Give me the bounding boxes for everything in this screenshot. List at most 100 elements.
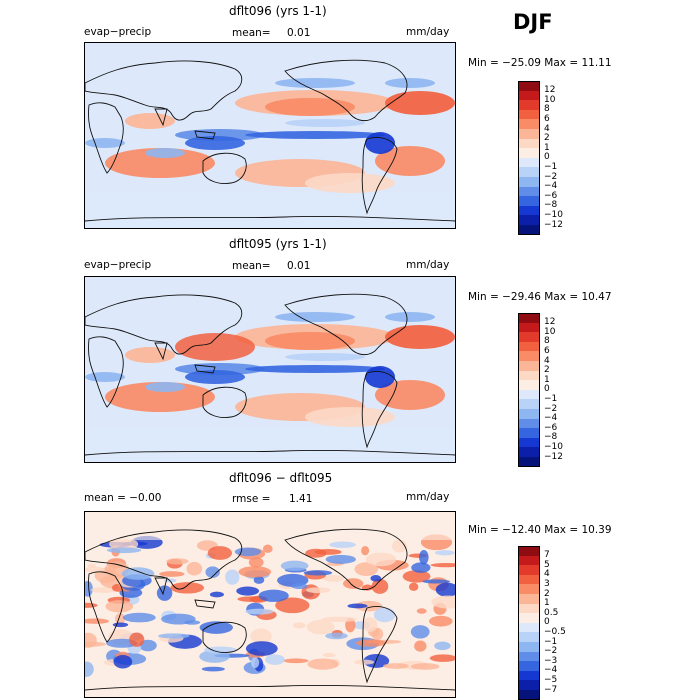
colorbar-swatch xyxy=(518,167,540,177)
coastline xyxy=(85,450,455,456)
coastline xyxy=(85,529,243,590)
colorbar-swatch xyxy=(518,399,540,409)
colorbar-tick-label: −7 xyxy=(544,684,558,695)
colorbar-tick-label: −4 xyxy=(544,413,558,424)
panel-2-units: mm/day xyxy=(406,259,450,271)
colorbar-tick-label: 12 xyxy=(544,85,556,96)
colorbar-swatch xyxy=(518,437,540,448)
panel-1-map xyxy=(84,42,456,229)
colorbar-tick-label: 3 xyxy=(544,578,550,589)
panel-1-title: dflt096 (yrs 1-1) xyxy=(229,4,327,18)
colorbar-swatch xyxy=(518,603,540,614)
colorbar-tick-label: 4 xyxy=(544,355,550,366)
colorbar-tick-label: 4 xyxy=(544,569,550,580)
coastline xyxy=(88,336,124,408)
colorbar-swatch xyxy=(518,555,540,566)
colorbar-tick-label: 0 xyxy=(544,384,550,395)
colorbar-swatch xyxy=(518,313,540,323)
colorbar-tick-label: −1 xyxy=(544,161,558,172)
panel-3-map xyxy=(84,511,456,698)
coastline xyxy=(284,293,408,356)
colorbar-swatch xyxy=(518,361,540,371)
colorbar-tick-label: −12 xyxy=(544,219,563,230)
colorbar-swatch xyxy=(518,428,540,438)
colorbar-tick-label: −6 xyxy=(544,422,558,433)
colorbar-swatch xyxy=(518,690,540,700)
coastline xyxy=(194,130,216,140)
colorbar-tick-label: −8 xyxy=(544,432,558,443)
colorbar-tick-label: 6 xyxy=(544,345,550,356)
colorbar-swatch xyxy=(518,670,540,681)
colorbar-swatch xyxy=(518,418,540,429)
coastline xyxy=(88,571,124,643)
colorbar-tick-label: 5 xyxy=(544,559,550,570)
colorbar-swatch xyxy=(518,215,540,225)
colorbar-tick-label: 7 xyxy=(544,550,550,561)
coastline xyxy=(154,108,168,127)
colorbar-tick-label: 2 xyxy=(544,365,550,376)
field-map-canvas xyxy=(85,277,455,462)
panel-3-units: mm/day xyxy=(406,491,450,503)
colorbar-tick-label: 8 xyxy=(544,336,550,347)
panel-1-mean-label: mean= xyxy=(232,27,271,39)
colorbar-tick-label: 8 xyxy=(544,104,550,115)
colorbar-swatch xyxy=(518,186,540,197)
colorbar-tick-label: −6 xyxy=(544,190,558,201)
panel-3-minmax: Min = −12.40 Max = 10.39 xyxy=(468,524,612,536)
coastline xyxy=(154,577,168,596)
coastline xyxy=(154,342,168,361)
coastline xyxy=(284,528,408,591)
panel-1-minmax: Min = −25.09 Max = 11.11 xyxy=(468,57,612,69)
panel-3-rmse-label: rmse = xyxy=(232,493,271,505)
colorbar-tick-label: −2 xyxy=(544,171,558,182)
coastline xyxy=(88,102,124,174)
panel-2-minmax: Min = −29.46 Max = 10.47 xyxy=(468,291,612,303)
colorbar-tick-label: −2 xyxy=(544,403,558,414)
coastline xyxy=(202,386,247,418)
colorbar-swatch xyxy=(518,613,540,623)
colorbar-tick-label: 2 xyxy=(544,588,550,599)
panel-2-mean-value: 0.01 xyxy=(287,260,311,272)
panel-3-rmse-value: 1.41 xyxy=(289,493,313,505)
colorbar-tick-label: −10 xyxy=(544,441,563,452)
panel-3-title: dflt096 − dflt095 xyxy=(229,471,333,485)
colorbar-swatch xyxy=(518,642,540,652)
coastline xyxy=(361,606,398,684)
colorbar-swatch xyxy=(518,409,540,419)
colorbar-tick-label: −2 xyxy=(544,646,558,657)
colorbar-swatch xyxy=(518,584,540,594)
colorbar-tick-label: −8 xyxy=(544,200,558,211)
colorbar-tick-label: 1 xyxy=(544,598,550,609)
colorbar-swatch xyxy=(518,447,540,457)
colorbar-swatch xyxy=(518,341,540,352)
colorbar-tick-label: 0.5 xyxy=(544,607,559,618)
field-map-canvas xyxy=(85,512,455,697)
colorbar-swatch xyxy=(518,546,540,556)
colorbar-swatch xyxy=(518,661,540,671)
coastline xyxy=(85,685,455,691)
colorbar-tick-label: −4 xyxy=(544,665,558,676)
colorbar-tick-label: −5 xyxy=(544,674,558,685)
colorbar-tick-label: −4 xyxy=(544,181,558,192)
panel-1-variable-label: evap−precip xyxy=(84,26,152,38)
colorbar-swatch xyxy=(518,565,540,575)
colorbar-swatch xyxy=(518,148,540,158)
colorbar-swatch xyxy=(518,651,540,662)
colorbar-tick-label: 4 xyxy=(544,123,550,134)
colorbar-tick-label: 2 xyxy=(544,133,550,144)
coastline xyxy=(194,364,216,374)
colorbar-tick-label: −1 xyxy=(544,636,558,647)
colorbar-swatch xyxy=(518,129,540,139)
panel-2-title: dflt095 (yrs 1-1) xyxy=(229,237,327,251)
colorbar-tick-label: 10 xyxy=(544,94,556,105)
coastline xyxy=(202,152,247,184)
colorbar-swatch xyxy=(518,351,540,361)
panel-2-variable-label: evap−precip xyxy=(84,259,152,271)
colorbar-swatch xyxy=(518,90,540,101)
colorbar-swatch xyxy=(518,81,540,91)
coastline xyxy=(284,59,408,122)
panel-1-units: mm/day xyxy=(406,26,450,38)
panel-1-mean-value: 0.01 xyxy=(287,27,311,39)
coastline xyxy=(361,371,398,449)
colorbar-swatch xyxy=(518,622,540,633)
